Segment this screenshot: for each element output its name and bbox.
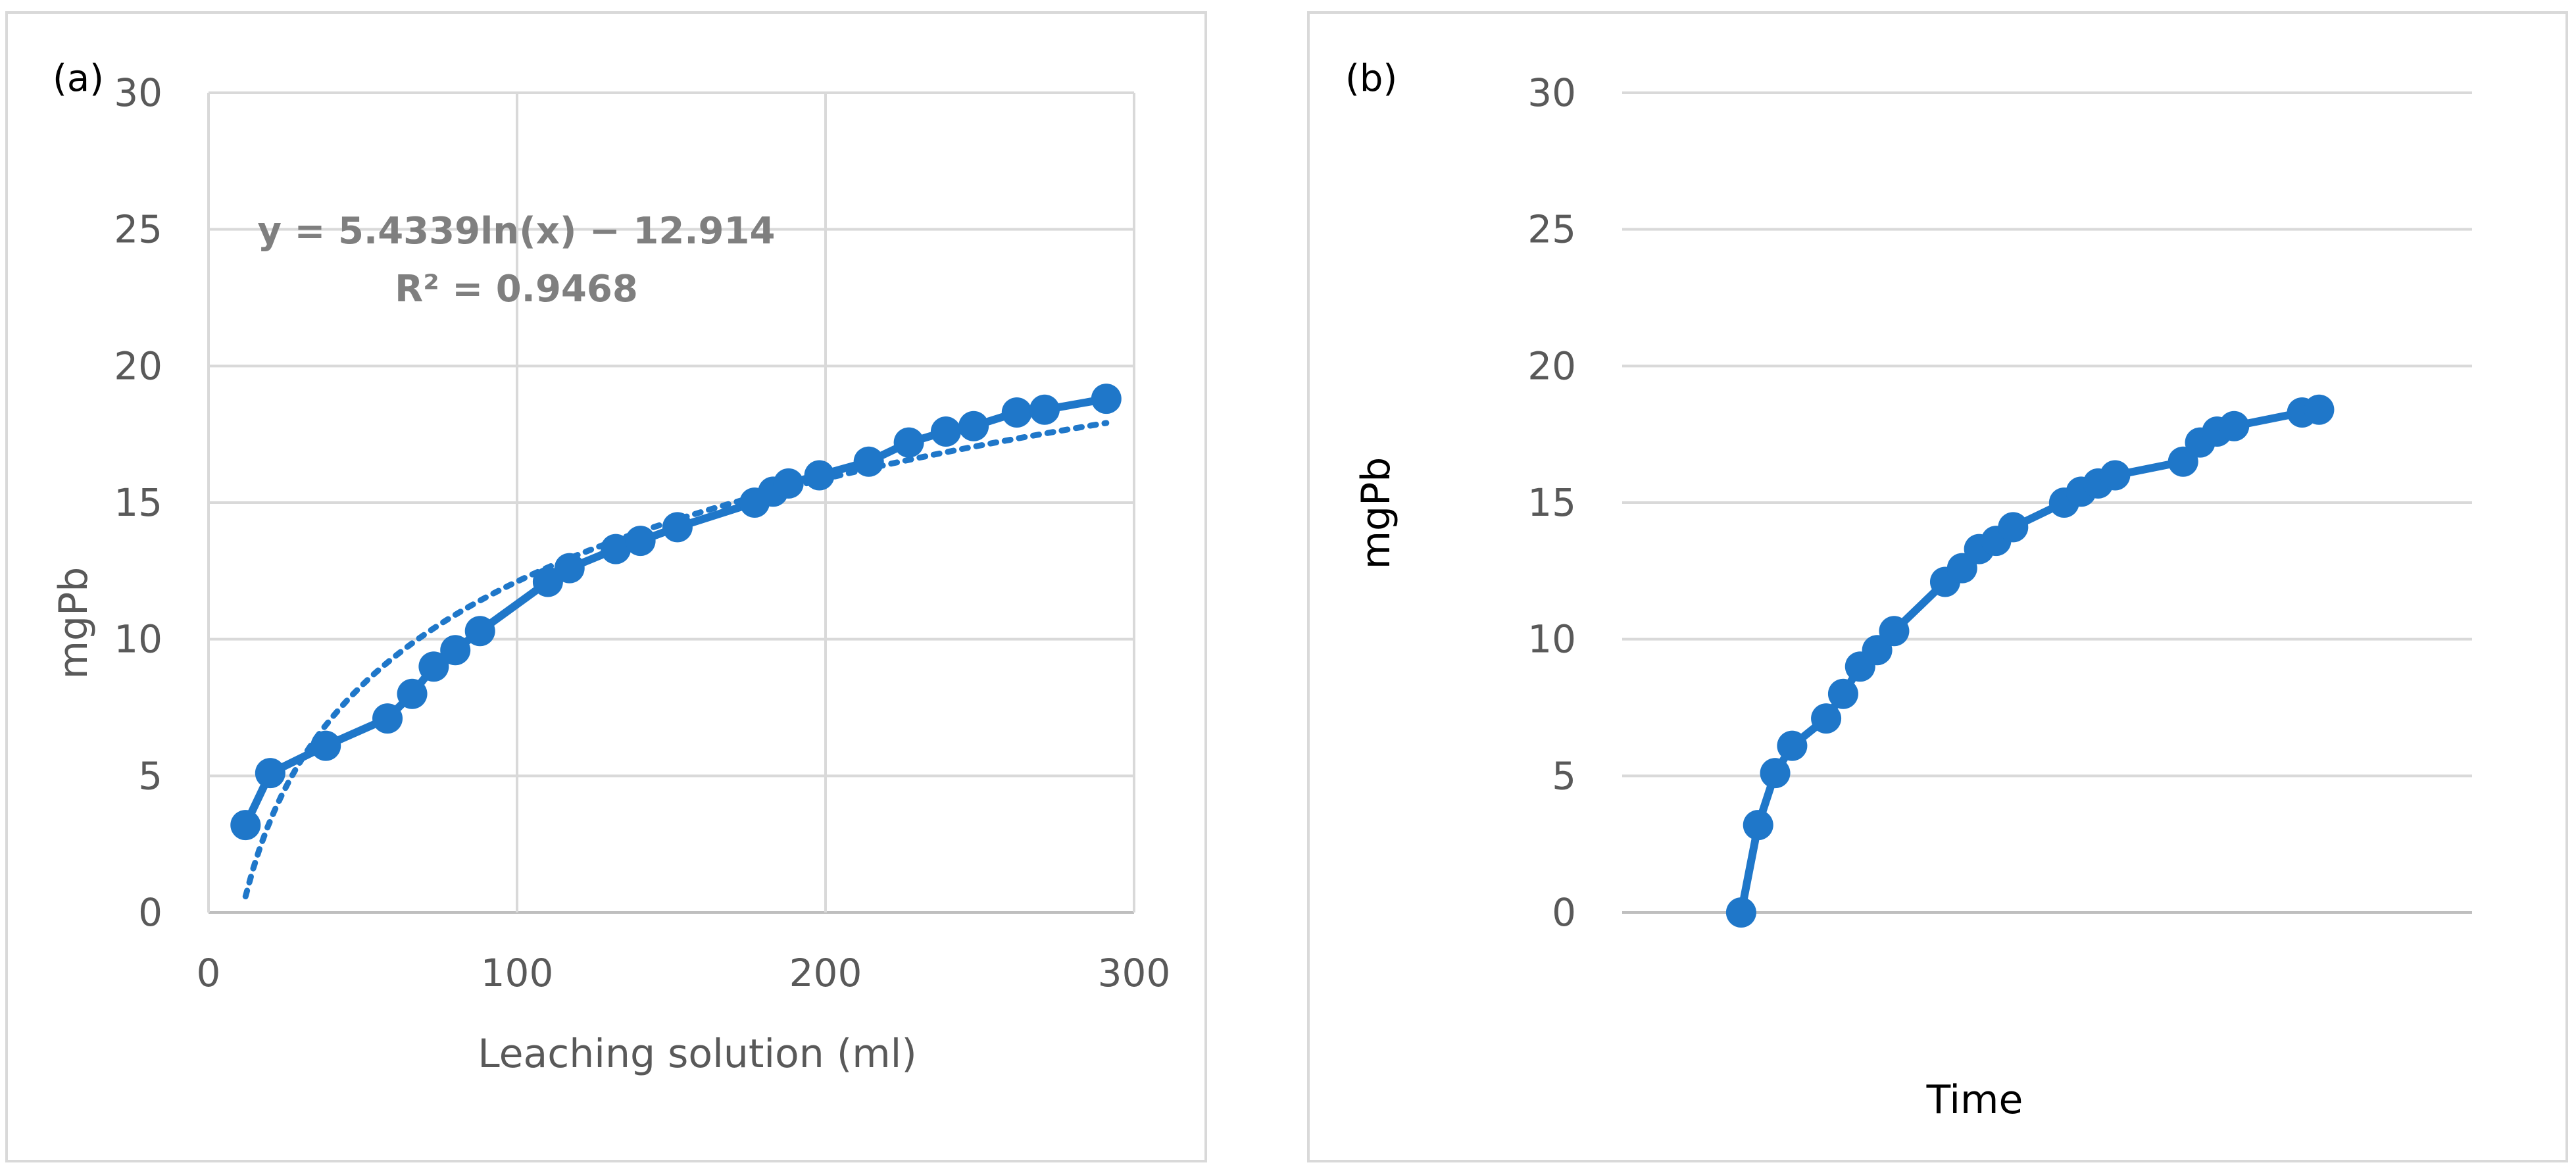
data-point (853, 446, 884, 477)
y-tick-label: 20 (1527, 343, 1576, 388)
data-point (1760, 758, 1791, 789)
trendline-r-squared: R² = 0.9468 (395, 268, 638, 311)
y-tick-label: 15 (114, 480, 162, 525)
data-point (2219, 411, 2250, 441)
data-point (1725, 897, 1756, 928)
trendline-equation: y = 5.4339ln(x) − 12.914 (258, 210, 776, 253)
chart-a-frame (5, 11, 1207, 1162)
data-point (1091, 384, 1122, 414)
y-tick-label: 0 (1552, 890, 1576, 935)
y-tick-label: 0 (138, 890, 162, 935)
data-point (601, 534, 632, 564)
data-point (440, 635, 471, 666)
data-point (1029, 394, 1060, 425)
y-tick-label: 25 (1527, 207, 1576, 252)
y-tick-label: 5 (138, 753, 162, 798)
chart-b: 05101520253014-apr24-apr04-may14-may24-m… (1345, 57, 2472, 1123)
chart-b-panel-label: (b) (1345, 57, 1397, 100)
data-point (893, 427, 924, 458)
data-point (397, 678, 428, 709)
data-point (554, 553, 585, 584)
data-point (1998, 512, 2029, 543)
data-point (2304, 394, 2335, 425)
data-point (958, 411, 989, 441)
chart-a-x-axis-title: Leaching solution (ml) (478, 1031, 917, 1077)
data-point (418, 651, 449, 682)
data-point (1811, 703, 1842, 734)
data-point (662, 512, 693, 543)
chart-a-series (230, 384, 1122, 841)
chart-a-panel-label: (a) (53, 57, 104, 100)
y-tick-label: 5 (1552, 753, 1576, 798)
data-point (532, 566, 563, 597)
data-point (625, 526, 656, 557)
data-point (372, 703, 403, 734)
data-point (930, 416, 961, 447)
data-point (310, 730, 341, 761)
chart-a-trendline (242, 420, 1110, 900)
y-tick-label: 10 (1527, 617, 1576, 662)
y-tick-label: 30 (1527, 70, 1576, 115)
y-tick-label: 20 (114, 343, 162, 388)
x-tick-label: 100 (481, 951, 554, 995)
y-tick-label: 15 (1527, 480, 1576, 525)
chart-b-grid (1622, 91, 2472, 914)
series-line (1737, 405, 2320, 914)
data-point (804, 460, 835, 491)
chart-a-grid (207, 91, 1135, 914)
data-point (1879, 616, 1910, 647)
chart-b-x-axis-title: Time (1926, 1077, 2023, 1123)
y-tick-label: 25 (114, 207, 162, 252)
chart-b-y-axis-title: mgPb (1353, 457, 1399, 570)
y-tick-label: 10 (114, 617, 162, 662)
trendline-path (242, 420, 1110, 900)
chart-b-tick-labels: 05101520253014-apr24-apr04-may14-may24-m… (1527, 70, 1576, 935)
series-line (241, 395, 1107, 827)
y-tick-label: 30 (114, 70, 162, 115)
data-point (773, 468, 804, 499)
data-point (230, 810, 261, 841)
chart-a-y-axis-title: mgPb (51, 567, 97, 680)
data-point (2100, 460, 2131, 491)
x-tick-label: 300 (1098, 951, 1171, 995)
x-tick-label: 0 (197, 951, 221, 995)
data-point (1743, 810, 1773, 841)
x-tick-label: 200 (789, 951, 862, 995)
data-point (1827, 678, 1858, 709)
data-point (255, 758, 285, 789)
data-point (464, 616, 495, 647)
data-point (1001, 397, 1032, 428)
data-point (1777, 730, 1808, 761)
chart-b-series (1725, 394, 2335, 928)
